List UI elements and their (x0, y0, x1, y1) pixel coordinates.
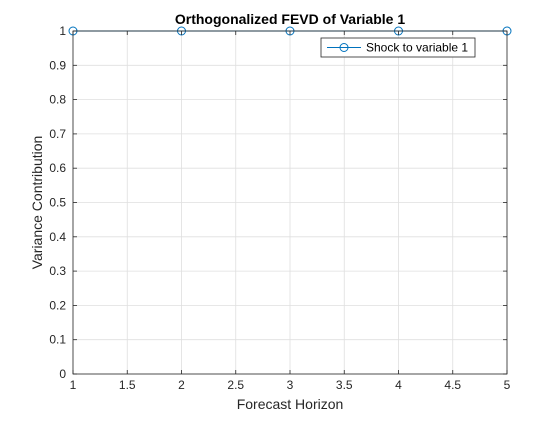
y-tick-label: 1 (59, 24, 66, 38)
y-tick-label: 0.3 (49, 264, 66, 278)
y-tick-label: 0.2 (49, 298, 66, 312)
legend-box (320, 37, 476, 58)
y-tick-label: 0.8 (49, 93, 66, 107)
y-tick-label: 0.6 (49, 161, 66, 175)
x-tick-label: 4.5 (444, 378, 461, 392)
tick-labels: 1 1.5 2 2.5 3 3.5 4 4.5 5 0 0.1 0.2 0.3 0.4 0.5 0.6 0.7 0… (49, 24, 510, 392)
legend: Shock to variable 1 (320, 37, 476, 58)
x-tick-label: 3 (287, 378, 294, 392)
x-axis-label: Forecast Horizon (237, 396, 344, 412)
x-tick-label: 3.5 (336, 378, 353, 392)
y-tick-label: 0.1 (49, 333, 66, 347)
y-tick-label: 0.9 (49, 58, 66, 72)
y-tick-label: 0 (59, 367, 66, 381)
y-tick-label: 0.5 (49, 196, 66, 210)
y-tick-label: 0.4 (49, 230, 66, 244)
axis-ticks (72, 30, 508, 375)
x-tick-label: 5 (504, 378, 511, 392)
grid (72, 30, 508, 375)
legend-label-series-1: Shock to variable 1 (366, 41, 468, 55)
y-axis-label: Variance Contribution (29, 136, 45, 270)
y-tick-label: 0.7 (49, 127, 66, 141)
x-tick-label: 1 (70, 378, 77, 392)
legend-marker-swatch (339, 43, 349, 52)
x-tick-label: 1.5 (119, 378, 136, 392)
chart-title: Orthogonalized FEVD of Variable 1 (175, 11, 405, 27)
x-tick-label: 2 (178, 378, 185, 392)
x-tick-label: 4 (395, 378, 402, 392)
x-tick-label: 2.5 (227, 378, 244, 392)
